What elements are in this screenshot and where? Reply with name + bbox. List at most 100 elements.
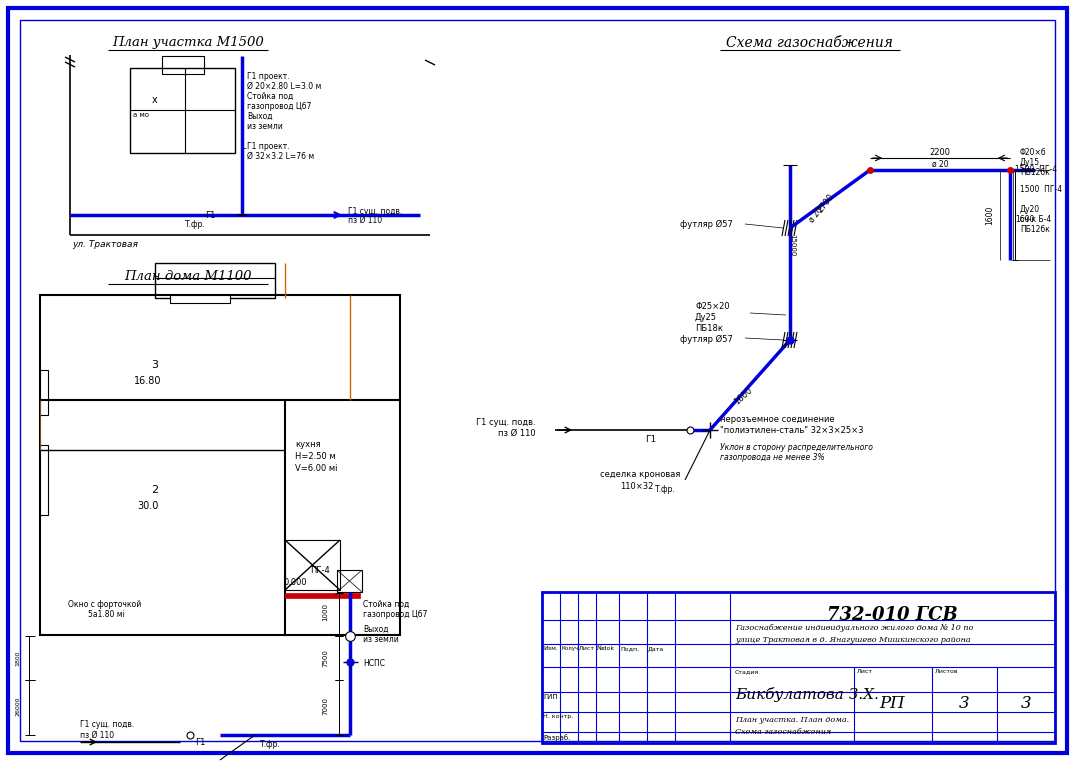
Text: 3: 3 [152, 360, 158, 370]
Text: 3: 3 [1020, 696, 1031, 712]
Text: 0.000: 0.000 [283, 578, 306, 587]
Text: План участка М1500: План участка М1500 [112, 36, 263, 49]
Text: Подп.: Подп. [620, 646, 640, 651]
Text: 1600: 1600 [985, 205, 994, 224]
Text: x: x [153, 95, 158, 105]
Text: Г1 сущ. подв.: Г1 сущ. подв. [348, 207, 402, 216]
Text: Н. контр.: Н. контр. [543, 714, 573, 719]
Text: ГИП: ГИП [543, 694, 558, 700]
Text: 1500  ПГ-4: 1500 ПГ-4 [1015, 165, 1057, 174]
Text: ПБ12бк: ПБ12бк [1020, 225, 1050, 234]
Text: ПБ12бк: ПБ12бк [1020, 168, 1050, 177]
Text: Ø 20×2.80 L=3.0 м: Ø 20×2.80 L=3.0 м [247, 82, 321, 91]
Text: "полиэтилен-сталь" 32×3×25×3: "полиэтилен-сталь" 32×3×25×3 [720, 426, 863, 435]
Text: План участка. План дома.: План участка. План дома. [735, 716, 849, 724]
Text: Ду15: Ду15 [1020, 158, 1041, 167]
Text: из земли: из земли [363, 635, 399, 644]
Text: пз Ø 110: пз Ø 110 [499, 429, 536, 438]
Text: 2: 2 [152, 485, 159, 495]
Text: ø 20: ø 20 [807, 205, 825, 224]
Text: Ду20: Ду20 [1020, 205, 1041, 214]
Bar [162, 56, 204, 74]
Text: 16.80: 16.80 [134, 376, 161, 386]
Text: Стойка под: Стойка под [363, 600, 410, 609]
Text: НСПС: НСПС [363, 659, 385, 668]
Text: улице Трактовая в д. Янагушево Мишкинского района: улице Трактовая в д. Янагушево Мишкинско… [735, 636, 971, 644]
Text: Г1 проект.: Г1 проект. [247, 72, 289, 81]
Text: газопровод Цб7: газопровод Цб7 [363, 610, 428, 619]
Text: нерозъемное соединение: нерозъемное соединение [720, 415, 834, 424]
Text: ул. Трактовая: ул. Трактовая [72, 240, 138, 249]
Text: 7000: 7000 [322, 697, 328, 715]
Text: кухня: кухня [295, 440, 320, 449]
Text: Окно с форточкой: Окно с форточкой [68, 600, 141, 609]
Text: пз Ø 110: пз Ø 110 [80, 731, 114, 740]
Text: Разраб.: Разраб. [543, 734, 571, 740]
Text: 2200: 2200 [930, 148, 950, 157]
Bar [40, 370, 48, 415]
Text: H=2.50 м: H=2.50 м [295, 452, 335, 461]
Text: Газоснабжение индивидуального жилого дома № 10 по: Газоснабжение индивидуального жилого дом… [735, 624, 973, 632]
Text: 110×32: 110×32 [620, 482, 654, 491]
Text: Выход: Выход [247, 112, 272, 121]
Text: Колуч.: Колуч. [561, 646, 580, 651]
Text: 30.0: 30.0 [138, 501, 159, 511]
Text: из земли: из земли [247, 122, 283, 131]
Text: Г1: Г1 [205, 211, 215, 220]
Text: газопровод Цб7: газопровод Цб7 [247, 102, 312, 111]
Text: 26000: 26000 [15, 696, 20, 716]
Text: седелка кроновая: седелка кроновая [600, 470, 680, 479]
Text: Φ20×б: Φ20×б [1020, 148, 1047, 157]
Bar [130, 68, 235, 153]
Bar [542, 592, 1055, 743]
Bar [336, 570, 362, 592]
Text: 1500  ПГ-4: 1500 ПГ-4 [1020, 185, 1062, 194]
Text: 7500: 7500 [322, 649, 328, 667]
Text: Лист: Лист [857, 669, 873, 674]
Bar [170, 295, 230, 303]
Text: Г1: Г1 [645, 435, 656, 444]
Text: Дата: Дата [648, 646, 664, 651]
Text: 3: 3 [959, 696, 970, 712]
Text: Стадия: Стадия [735, 669, 759, 674]
Text: Ø 32×3.2 L=76 м: Ø 32×3.2 L=76 м [247, 152, 314, 161]
Text: 1800: 1800 [15, 650, 20, 666]
Text: Листов: Листов [934, 669, 958, 674]
Text: Уклон в сторону распределительного: Уклон в сторону распределительного [720, 443, 873, 452]
Bar [285, 540, 340, 590]
Text: Г1 проект.: Г1 проект. [247, 142, 289, 151]
Text: Г1 сущ. подв.: Г1 сущ. подв. [476, 418, 536, 427]
Text: сч-к Б-4: сч-к Б-4 [1020, 215, 1051, 224]
Text: РП: РП [879, 696, 905, 712]
Text: футляр Ø57: футляр Ø57 [680, 220, 733, 229]
Text: а мо: а мо [133, 112, 149, 118]
Text: Ду25: Ду25 [696, 313, 717, 322]
Text: ø 20: ø 20 [932, 160, 948, 169]
Text: Схема газоснабжения: Схема газоснабжения [727, 36, 893, 50]
Text: газопровода не менее 3%: газопровода не менее 3% [720, 453, 825, 462]
Bar [40, 445, 48, 515]
Bar [285, 593, 360, 598]
Text: пз Ø 110: пз Ø 110 [348, 216, 382, 225]
Text: Т.фр.: Т.фр. [655, 485, 676, 494]
Text: 2700: 2700 [816, 192, 835, 214]
Text: Стойка под: Стойка под [247, 92, 293, 101]
Text: Φ25×20: Φ25×20 [696, 302, 730, 311]
Text: 15000: 15000 [789, 234, 796, 256]
Bar [155, 263, 275, 298]
Text: Изм.: Изм. [543, 646, 558, 651]
Text: Выход: Выход [363, 625, 388, 634]
Text: №dok: №dok [597, 646, 615, 651]
Text: План дома М1100: План дома М1100 [125, 270, 252, 283]
Text: Схема газоснабжения: Схема газоснабжения [735, 728, 831, 736]
Text: 5а1.80 мі: 5а1.80 мі [88, 610, 125, 619]
Text: ПГ-4: ПГ-4 [310, 566, 330, 575]
Text: 1600: 1600 [732, 386, 754, 407]
Text: Лист: Лист [579, 646, 594, 651]
Text: 732-010 ГСВ: 732-010 ГСВ [827, 606, 958, 624]
Text: Г1 сущ. подв.: Г1 сущ. подв. [80, 720, 134, 729]
Text: V=6.00 мі: V=6.00 мі [295, 464, 338, 473]
Bar [40, 295, 400, 635]
Text: 1000: 1000 [322, 603, 328, 621]
Text: Г1: Г1 [195, 738, 205, 747]
